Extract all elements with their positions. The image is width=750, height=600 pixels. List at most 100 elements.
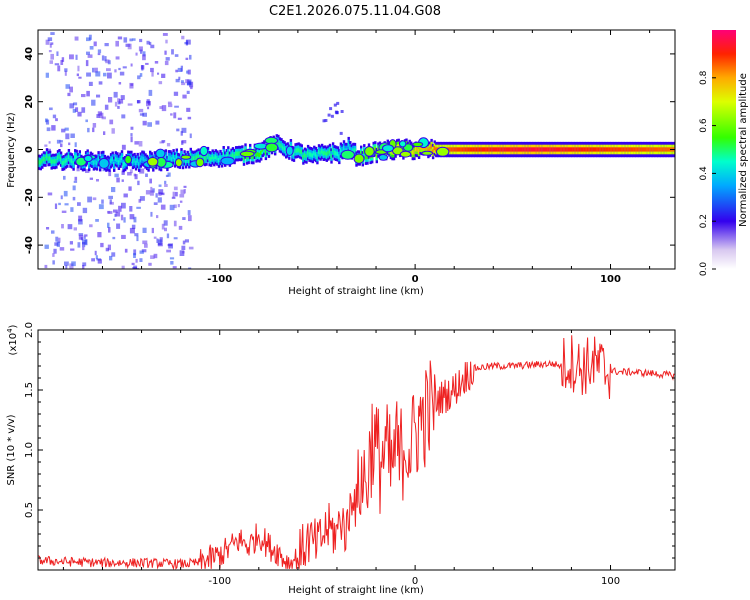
spectrogram-cell <box>197 153 200 159</box>
spectrogram-scatter-cell <box>88 81 93 86</box>
spectrogram-cell <box>69 158 72 163</box>
spectrogram-cell <box>339 148 343 153</box>
spectrogram-scatter-cell <box>45 72 49 78</box>
spectrogram-cell <box>449 147 452 152</box>
spectrogram-scatter-cell <box>81 107 86 113</box>
spectrogram-scatter-cell <box>104 56 107 62</box>
spectrogram-cell <box>433 145 436 151</box>
spectrogram-scatter-cell <box>186 39 191 45</box>
spectrogram-cell <box>200 154 203 160</box>
spectrogram-cell <box>517 147 521 152</box>
spectrogram-cell <box>222 151 225 156</box>
spectrogram-scatter-cell <box>181 82 186 86</box>
spectrogram-scatter-cell <box>70 133 75 138</box>
spectrogram-cell <box>628 147 632 152</box>
spectrogram-scatter-cell <box>109 201 114 205</box>
spectrogram-scatter-cell <box>172 191 175 198</box>
spectrogram-blob <box>378 154 389 161</box>
spectrogram-scatter-cell <box>87 127 90 133</box>
spectrogram-scatter-cell <box>120 95 125 100</box>
spectrogram-cell <box>588 147 591 152</box>
spectrogram-scatter-cell <box>96 179 99 182</box>
spectrogram-scatter-cell <box>107 222 110 228</box>
spectrogram-scatter-cell <box>131 262 135 266</box>
colorbar-ticks: 0.0 0.2 0.4 0.6 0.8 <box>699 70 716 276</box>
spectrogram-scatter-cell <box>113 209 118 213</box>
spectrogram-scatter-cell <box>333 103 337 107</box>
spectrogram-scatter-cell <box>121 202 126 209</box>
spectrogram-scatter-cell <box>73 227 77 231</box>
spectrogram-cell <box>635 147 638 152</box>
spectrogram-scatter-cell <box>157 197 162 203</box>
spectrogram-x-ticks: -100 0 100 <box>62 30 651 285</box>
spectrogram-cell <box>491 147 494 152</box>
spectrogram-cell <box>210 157 213 162</box>
spectrogram-scatter-cell <box>153 236 157 239</box>
spectrogram-scatter-cell <box>177 204 180 208</box>
spectrogram-scatter-cell <box>89 224 93 228</box>
spectrogram-cell <box>299 148 302 154</box>
spectrogram-cell <box>663 147 666 152</box>
spectrogram-scatter-cell <box>121 234 126 239</box>
spectrogram-blob <box>239 150 255 158</box>
spectrogram-scatter-cell <box>139 250 144 254</box>
spectrogram-scatter-cell <box>183 189 186 194</box>
spectrogram-cell <box>514 147 518 152</box>
spectrogram-cell <box>646 147 649 152</box>
spectrogram-cell <box>502 147 505 152</box>
spectrogram-scatter-cell <box>121 114 126 119</box>
snr-multiplier-exponent: 4 <box>6 328 14 333</box>
spectrogram-scatter-cell <box>142 120 147 126</box>
spectrogram-cell <box>633 147 636 152</box>
spectrogram-cell <box>558 147 561 152</box>
spectrogram-scatter-cell <box>45 119 50 125</box>
spectrogram-scatter-cell <box>139 73 143 77</box>
spectrogram-cell <box>374 146 377 151</box>
spectrogram-scatter-cell <box>173 112 177 119</box>
spectrogram-scatter-cell <box>138 46 143 52</box>
spectrogram-cell <box>464 147 468 152</box>
spectrogram-blob <box>98 157 110 169</box>
spectrogram-scatter-cell <box>59 140 63 143</box>
spectrogram-scatter-cell <box>173 220 177 227</box>
spectrogram-scatter-cell <box>123 217 126 223</box>
spectrogram-scatter-cell <box>113 91 118 98</box>
spectrogram-scatter-cell <box>153 202 158 205</box>
spectrogram-cell <box>45 153 49 158</box>
spectrogram-cell <box>416 147 419 152</box>
spectrogram-scatter-cell <box>134 233 139 237</box>
spectrogram-scatter-cell <box>154 61 159 64</box>
spectrogram-cell <box>360 151 363 156</box>
spectrogram-scatter-cell <box>49 44 52 48</box>
spectrogram-scatter-cell <box>175 78 180 83</box>
spectrogram-scatter-cell <box>78 215 83 222</box>
spectrogram-cell <box>660 147 663 152</box>
spectrogram-scatter-cell <box>144 243 148 248</box>
spectrogram-scatter-cell <box>164 180 167 184</box>
spectrogram-cell <box>44 157 47 162</box>
spectrogram-scatter-cell <box>70 207 74 212</box>
spectrogram-scatter-cell <box>158 81 163 85</box>
spectrogram-cell <box>311 153 314 158</box>
spectrogram-cell <box>141 156 144 161</box>
spectrogram-blob <box>220 156 235 166</box>
spectrogram-cell <box>95 160 99 166</box>
spectrogram-cell <box>571 147 574 152</box>
spectrogram-scatter-cell <box>181 35 185 40</box>
spectrogram-cell <box>111 157 114 162</box>
spectrogram-cell <box>109 158 113 163</box>
spectrogram-cell <box>549 147 552 152</box>
spectrogram-cell <box>236 151 239 156</box>
spectrogram-cell <box>120 155 124 160</box>
spectrogram-scatter-cell <box>166 233 170 239</box>
spectrogram-cell <box>471 147 474 152</box>
spectrogram-cell <box>644 147 647 152</box>
spectrogram-scatter-cell <box>140 65 145 70</box>
spectrogram-y-ticks: -40 -20 0 20 40 <box>24 47 675 254</box>
spectrogram-cell <box>428 147 432 152</box>
spectrogram-scatter-cell <box>137 75 141 80</box>
spectrogram-cell <box>63 160 66 165</box>
spectrogram-scatter-cell <box>57 65 61 72</box>
spectrogram-cell <box>306 150 310 155</box>
spectrogram-cell <box>214 154 217 159</box>
